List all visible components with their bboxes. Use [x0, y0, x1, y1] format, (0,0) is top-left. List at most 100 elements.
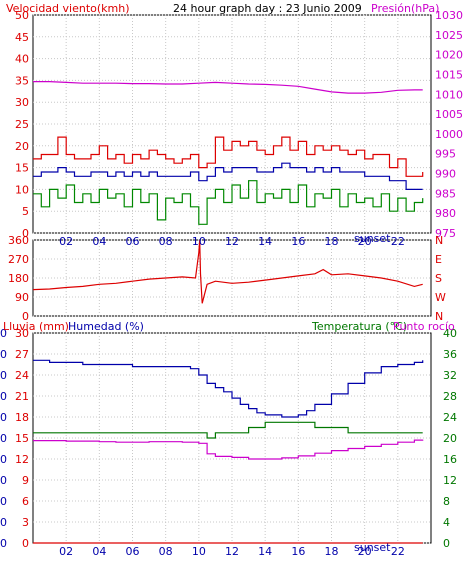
- humidity-tick-label: 90: [0, 348, 7, 361]
- wind-speed-tick-label: 30: [15, 96, 29, 109]
- wind-speed-tick-label: 25: [15, 118, 29, 131]
- temperature-tick-label: 32: [443, 369, 457, 382]
- wind-pressure-hour-tick-label: 06: [126, 235, 140, 248]
- wind-speed-tick-label: 5: [22, 205, 29, 218]
- rain-tick-label: 6: [22, 495, 29, 508]
- temperature-tick-label: 36: [443, 348, 457, 361]
- humidity-tick-label: 10: [0, 516, 7, 529]
- rain-tick-label: 9: [22, 474, 29, 487]
- rain-axis-title: Lluvia (mm): [3, 320, 69, 333]
- pressure-tick-label: 995: [435, 148, 456, 161]
- wind-direction-compass-tick-label: N: [435, 234, 443, 247]
- wind-pressure-hour-tick-label: 08: [159, 235, 173, 248]
- humidity-tick-label: 0: [0, 537, 7, 550]
- series-velocidad-viento-kmh-line: [33, 136, 424, 177]
- wind-direction-degrees-tick-label: 270: [8, 253, 29, 266]
- wind-pressure-hour-tick-label: 02: [59, 235, 73, 248]
- pressure-tick-label: 1005: [435, 108, 463, 121]
- wind-pressure-hour-tick-label: 12: [225, 235, 239, 248]
- pressure-tick-label: 1025: [435, 29, 463, 42]
- rain-tick-label: 18: [15, 411, 29, 424]
- series-temperatura-c-line: [33, 421, 423, 439]
- wind-direction-degrees-tick-label: 180: [8, 272, 29, 285]
- wind-pressure-hour-tick-label: 10: [192, 235, 206, 248]
- series-humedad-line: [33, 359, 424, 418]
- wind-direction-degrees-tick-label: 0: [22, 310, 29, 323]
- temperature-tick-label: 4: [443, 516, 450, 529]
- humidity-temperature-hour-tick-label: 14: [258, 545, 272, 558]
- pressure-tick-label: 1015: [435, 68, 463, 81]
- rain-tick-label: 12: [15, 453, 29, 466]
- pressure-tick-label: 1010: [435, 88, 463, 101]
- rain-tick-label: 0: [22, 537, 29, 550]
- series-r-faga-line: [33, 162, 423, 190]
- pressure-tick-label: 975: [435, 227, 456, 240]
- humidity-tick-label: 80: [0, 369, 7, 382]
- humidity-temperature-hour-tick-label: 04: [92, 545, 106, 558]
- wind-direction-compass-tick-label: S: [435, 272, 442, 285]
- series-presi-n-hpa-line: [33, 81, 423, 94]
- sunset-label-top: sunset: [354, 232, 391, 245]
- wind-direction-compass-tick-label: N: [435, 310, 443, 323]
- pressure-tick-label: 980: [435, 207, 456, 220]
- humidity-tick-label: 30: [0, 474, 7, 487]
- humidity-tick-label: 60: [0, 411, 7, 424]
- humidity-tick-label: 20: [0, 495, 7, 508]
- rain-tick-label: 30: [15, 327, 29, 340]
- wind-direction-degrees-tick-label: 360: [8, 234, 29, 247]
- wind-pressure-hour-tick-label: 18: [325, 235, 339, 248]
- wind-speed-tick-label: 20: [15, 140, 29, 153]
- dewpoint-axis-title: Punto rocío: [393, 320, 455, 333]
- rain-tick-label: 15: [15, 432, 29, 445]
- temperature-tick-label: 0: [443, 537, 450, 550]
- humidity-temperature-hour-tick-label: 18: [325, 545, 339, 558]
- humidity-temperature-hour-tick-label: 20: [358, 545, 372, 558]
- humidity-temperature-hour-tick-label: 22: [391, 545, 405, 558]
- rain-tick-label: 21: [15, 390, 29, 403]
- humidity-tick-label: 100: [0, 327, 7, 340]
- wind-pressure-hour-tick-label: 20: [358, 235, 372, 248]
- humidity-axis-title: Humedad (%): [68, 320, 144, 333]
- pressure-axis-title: Presión(hPa): [371, 2, 439, 15]
- wind-speed-tick-label: 15: [15, 162, 29, 175]
- wind-speed-tick-label: 50: [15, 9, 29, 22]
- pressure-tick-label: 1020: [435, 49, 463, 62]
- pressure-tick-label: 985: [435, 187, 456, 200]
- wind-direction-compass-tick-label: W: [435, 291, 446, 304]
- humidity-tick-label: 40: [0, 453, 7, 466]
- humidity-temperature-hour-tick-label: 06: [126, 545, 140, 558]
- humidity-temperature-hour-tick-label: 10: [192, 545, 206, 558]
- rain-tick-label: 27: [15, 348, 29, 361]
- temperature-tick-label: 12: [443, 474, 457, 487]
- tick-label-layer: 0510152025303540455097598098599099510001…: [0, 9, 463, 558]
- series-direcci-n-line: [32, 239, 423, 304]
- pressure-tick-label: 990: [435, 168, 456, 181]
- humidity-tick-label: 70: [0, 390, 7, 403]
- wind-speed-tick-label: 45: [15, 31, 29, 44]
- wind-pressure-hour-tick-label: 22: [391, 235, 405, 248]
- wind-pressure-hour-tick-label: 16: [291, 235, 305, 248]
- wind-direction-degrees-tick-label: 90: [15, 291, 29, 304]
- wind-pressure-hour-tick-label: 14: [258, 235, 272, 248]
- temperature-tick-label: 28: [443, 390, 457, 403]
- humidity-temperature-hour-tick-label: 02: [59, 545, 73, 558]
- series-layer: [32, 81, 424, 544]
- chart-title: 24 hour graph day : 23 Junio 2009: [173, 2, 362, 15]
- temperature-tick-label: 8: [443, 495, 450, 508]
- humidity-temperature-hour-tick-label: 12: [225, 545, 239, 558]
- pressure-tick-label: 1000: [435, 128, 463, 141]
- series-velocidad-media-line: [33, 180, 424, 225]
- rain-tick-label: 24: [15, 369, 29, 382]
- temperature-tick-label: 16: [443, 453, 457, 466]
- pressure-tick-label: 1030: [435, 9, 463, 22]
- temperature-axis-title: Temperatura (°C): [311, 320, 407, 333]
- humidity-tick-label: 50: [0, 432, 7, 445]
- wind-speed-tick-label: 40: [15, 53, 29, 66]
- series-punto-roc-o-line: [33, 439, 424, 460]
- rain-tick-label: 3: [22, 516, 29, 529]
- wind-speed-tick-label: 0: [22, 227, 29, 240]
- wind-pressure-hour-tick-label: 04: [92, 235, 106, 248]
- humidity-temperature-hour-tick-label: 16: [291, 545, 305, 558]
- temperature-tick-label: 40: [443, 327, 457, 340]
